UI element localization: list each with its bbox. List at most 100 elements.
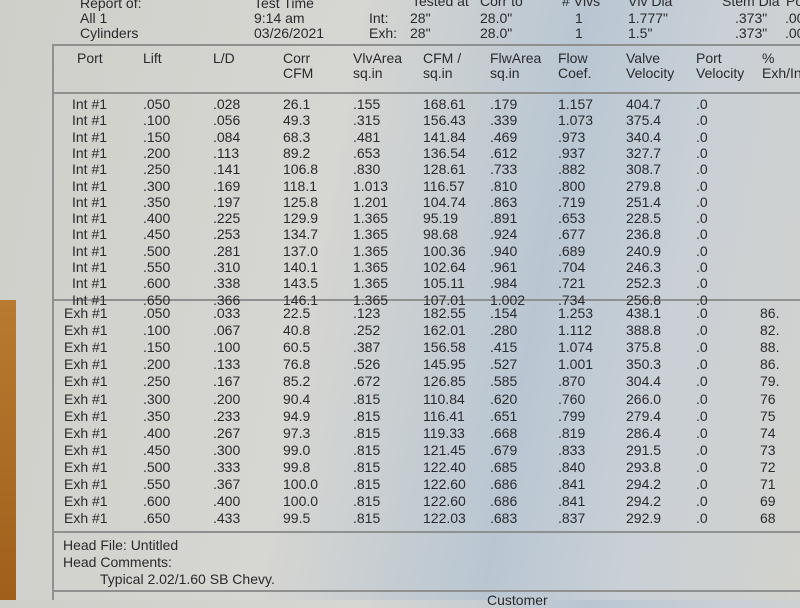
table-cell: 86. [760, 356, 780, 373]
table-cell: .882 [558, 161, 586, 178]
table-cell: .300 [143, 177, 171, 194]
table-cell: .683 [490, 510, 518, 527]
table-cell: 69 [760, 493, 776, 510]
table-cell: 294.2 [626, 476, 662, 492]
table-cell: .833 [558, 441, 586, 458]
table-cell: 1.365 [353, 226, 389, 243]
exh-num-valves: 1 [575, 25, 583, 41]
table-row: Exh #1 .450 .300 99.0 .815 121.45 .679 .833 291.… [0, 442, 800, 459]
table-row: Int #1 .050 .028 26.1 .155 168.61 .179 1.157 404… [0, 96, 800, 113]
table-cell: Exh #1 [64, 476, 108, 492]
table-cell: 75 [760, 407, 776, 424]
table-cell: .940 [490, 242, 518, 259]
table-cell: .668 [490, 424, 518, 441]
table-cell: 100.0 [283, 493, 319, 510]
table-cell: .050 [143, 96, 171, 112]
tested-at-label: Tested at [412, 0, 469, 9]
table-cell: .841 [558, 493, 586, 510]
table-cell: 240.9 [626, 242, 662, 259]
table-cell: .815 [353, 407, 381, 424]
table-cell: .084 [213, 128, 241, 145]
table-cell: .650 [143, 291, 171, 308]
table-cell: 1.002 [490, 291, 526, 308]
table-cell: 1.365 [353, 291, 389, 308]
table-cell: .150 [143, 128, 171, 145]
table-cell: 1.365 [353, 275, 389, 292]
table-cell: .651 [490, 407, 518, 424]
table-cell: 79. [760, 373, 780, 390]
table-cell: 128.61 [423, 161, 466, 178]
table-row: Exh #1 .650 .433 99.5 .815 122.03 .683 .837 292.… [0, 510, 800, 527]
table-cell: 279.4 [626, 407, 662, 424]
table-row: Exh #1 .200 .133 76.8 .526 145.95 .527 1.001 350… [0, 356, 800, 373]
table-cell: .253 [213, 226, 241, 243]
table-cell: Int #1 [72, 177, 108, 194]
table-cell: 82. [760, 322, 780, 339]
table-cell: 146.1 [283, 291, 319, 308]
table-cell: .815 [353, 390, 381, 407]
table-cell: 85.2 [283, 373, 311, 390]
table-cell: 68 [760, 510, 776, 527]
table-cell: 388.8 [626, 322, 662, 339]
head-file: Head File: Untitled [63, 537, 179, 553]
exh-corr-to: 28.0" [480, 25, 513, 41]
table-cell: .937 [558, 144, 586, 161]
table-cell: .315 [353, 112, 381, 129]
table-cell: 95.19 [423, 210, 459, 227]
table-cell: .167 [213, 373, 241, 390]
divider [52, 299, 800, 301]
table-cell: .415 [490, 339, 518, 356]
table-row: Int #1 .500 .281 137.0 1.365 100.36 .940 .689 24… [0, 243, 800, 260]
table-cell: 1.365 [353, 259, 389, 275]
table-cell: .719 [558, 193, 586, 210]
table-row: Exh #1 .100 .067 40.8 .252 162.01 .280 1.112 388… [0, 322, 800, 339]
table-row: Exh #1 .350 .233 94.9 .815 116.41 .651 .799 279.… [0, 408, 800, 425]
table-cell: .154 [490, 305, 518, 321]
table-cell: Int #1 [72, 128, 108, 145]
table-cell: 121.45 [423, 441, 466, 458]
table-cell: 1.073 [558, 112, 594, 129]
table-cell: .0 [696, 161, 708, 178]
table-cell: .367 [213, 476, 241, 492]
column-header: Coef. [558, 65, 592, 81]
table-cell: 286.4 [626, 424, 662, 441]
table-cell: 107.01 [423, 291, 466, 308]
table-cell: Exh #1 [64, 339, 108, 356]
table-cell: .0 [696, 424, 708, 441]
table-cell: .100 [143, 322, 171, 339]
table-cell: .672 [353, 373, 381, 390]
table-row: Int #1 .650 .366 146.1 1.365 107.01 1.002 .734 2… [0, 292, 800, 309]
table-cell: 98.68 [423, 226, 459, 243]
table-cell: .550 [143, 259, 171, 275]
table-cell: .500 [143, 242, 171, 259]
test-date: 03/26/2021 [254, 25, 325, 41]
table-cell: .0 [696, 322, 708, 339]
table-cell: .870 [558, 373, 586, 390]
table-cell: 256.8 [626, 291, 662, 308]
table-cell: .141 [213, 161, 241, 178]
table-cell: .366 [213, 291, 241, 308]
table-cell: 251.4 [626, 193, 662, 210]
table-cell: 156.58 [423, 339, 466, 356]
table-cell: .481 [353, 128, 381, 145]
table-cell: 134.7 [283, 226, 319, 243]
table-cell: .179 [490, 96, 518, 112]
table-cell: .067 [213, 322, 241, 339]
table-cell: .233 [213, 407, 241, 424]
int-num-valves: 1 [575, 10, 583, 26]
table-cell: 49.3 [283, 112, 311, 129]
column-header: sq.in [423, 65, 453, 81]
port-label: Po [786, 0, 800, 9]
table-cell: 1.157 [558, 96, 594, 112]
table-cell: .612 [490, 144, 518, 161]
table-cell: .0 [696, 112, 708, 129]
table-cell: .0 [696, 441, 708, 458]
table-cell: Exh #1 [64, 322, 108, 339]
table-cell: 168.61 [423, 96, 466, 112]
table-cell: .450 [143, 226, 171, 243]
table-cell: Int #1 [72, 242, 108, 259]
table-cell: Exh #1 [64, 407, 108, 424]
table-cell: 99.0 [283, 441, 311, 458]
table-cell: .891 [490, 210, 518, 227]
table-cell: .280 [490, 322, 518, 339]
